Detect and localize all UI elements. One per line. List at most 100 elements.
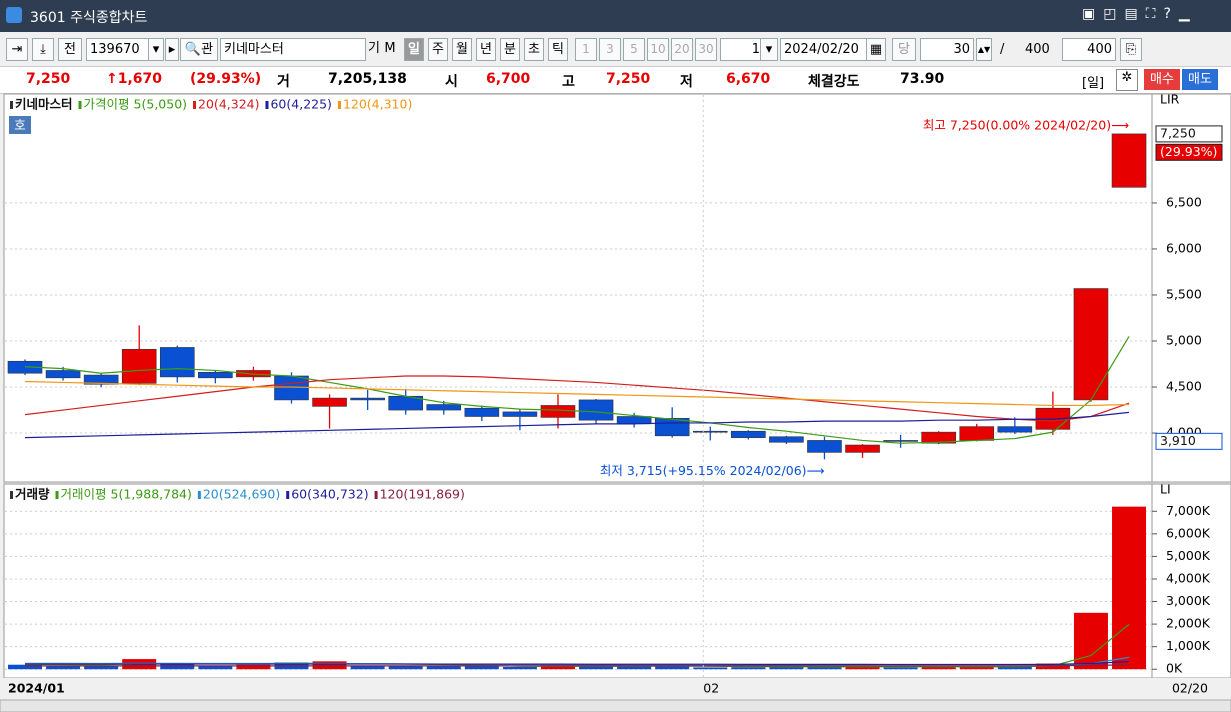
code-input[interactable]: 139670	[86, 38, 150, 61]
candle-body	[312, 397, 347, 407]
tool-button[interactable]: ⎘	[1120, 38, 1142, 61]
volume-bar	[693, 667, 728, 670]
price-label-box	[1155, 432, 1223, 450]
period-button[interactable]: 초	[524, 38, 544, 61]
candle-body	[502, 411, 538, 417]
period-button[interactable]: 주	[428, 38, 448, 61]
slash: /	[1000, 42, 1005, 57]
search-button[interactable]: 🔍관	[180, 38, 218, 61]
strength: 73.90	[900, 71, 945, 87]
preset-button[interactable]: 5	[623, 38, 645, 61]
buy-button[interactable]: 매수	[1144, 69, 1180, 90]
legend-entry: 5(5,050)	[134, 97, 188, 112]
dropdown[interactable]: ▾	[148, 38, 164, 61]
x-tick-label: 02/20	[1172, 681, 1208, 696]
candle-body	[83, 374, 119, 385]
dropdown[interactable]: ▾	[760, 38, 778, 61]
legend-swatch	[197, 491, 201, 499]
date-input[interactable]: 2024/02/20	[780, 38, 868, 61]
tool-button[interactable]: ⇥	[6, 38, 28, 61]
period-button[interactable]: 분	[500, 38, 520, 61]
period-button[interactable]: 일	[404, 38, 424, 61]
price-panel	[3, 93, 1153, 483]
y-tick-label: 3,000K	[1166, 593, 1211, 608]
period-button[interactable]: 월	[452, 38, 472, 61]
x-tick-label: 02	[703, 681, 719, 696]
period: [일]	[1082, 76, 1105, 91]
volume-panel	[3, 483, 1153, 679]
preset-button[interactable]: 20	[671, 38, 693, 61]
candle-body	[464, 407, 500, 417]
prev-button[interactable]: 전	[58, 38, 82, 61]
y-tick-label: 6,000	[1166, 240, 1202, 255]
total-input[interactable]: 400	[1062, 38, 1116, 61]
volume-bar	[731, 667, 766, 670]
tool-button[interactable]: ⤓	[32, 38, 54, 61]
name-input[interactable]: 키네마스터	[220, 38, 366, 61]
candle-body	[921, 431, 956, 444]
preset-button[interactable]: 3	[599, 38, 621, 61]
volume-bar	[579, 665, 614, 670]
y-tick-label: 4,000K	[1166, 570, 1211, 585]
preset-button[interactable]: 30	[695, 38, 717, 61]
next[interactable]: ▸	[165, 38, 179, 61]
panel-icons: LI	[1160, 482, 1171, 497]
sell-button[interactable]: 매도	[1182, 69, 1218, 90]
y-tick-label: 2,000K	[1166, 616, 1211, 631]
legend-swatch	[78, 101, 82, 109]
legend-entry: 120(4,310)	[343, 97, 412, 112]
spinner[interactable]: ▲▼	[976, 38, 992, 61]
volume-axis-panel	[1151, 483, 1231, 679]
price-label: (29.93%)	[1160, 144, 1217, 159]
legend-entry: 60(4,225)	[270, 97, 331, 112]
candle-body	[426, 404, 462, 411]
y-tick-label: 0K	[1166, 661, 1183, 676]
ma-line	[24, 380, 1130, 407]
view-input[interactable]: 30	[920, 38, 974, 61]
candle-body	[540, 405, 576, 418]
preset-button[interactable]: 10	[647, 38, 669, 61]
settings[interactable]: ✲	[1116, 69, 1138, 91]
window-controls[interactable]: ▣◰▤⛶?▁	[1082, 6, 1198, 22]
legend-entry: 60(340,732)	[291, 487, 368, 502]
volume-bar	[236, 664, 271, 670]
candle-body	[807, 440, 842, 453]
rate: (29.93%)	[190, 71, 262, 87]
open: 6,700	[486, 71, 531, 87]
calendar[interactable]: ▦	[866, 38, 886, 61]
preset-button[interactable]: 1	[575, 38, 597, 61]
scrollbar[interactable]	[0, 699, 1231, 712]
x-axis-panel	[0, 678, 1231, 700]
volume-bar	[807, 665, 842, 670]
period-button[interactable]: 년	[476, 38, 496, 61]
annotation: 최고 7,250(0.00% 2024/02/20)⟶	[923, 117, 1129, 132]
app-icon	[6, 7, 22, 23]
legend-swatch	[10, 101, 13, 109]
title-bar: 3601 주식종합차트 ▣◰▤⛶?▁	[0, 0, 1231, 32]
volume-bar	[388, 665, 423, 670]
legend-swatch	[374, 491, 378, 499]
price-label: 7,250	[1160, 125, 1196, 140]
legend-entry: 20(524,690)	[203, 487, 280, 502]
volume-bar	[997, 666, 1032, 670]
dang-button[interactable]: 당	[892, 38, 916, 61]
candle-body	[845, 444, 880, 453]
volume-bar	[502, 666, 537, 670]
candle-body	[350, 397, 385, 401]
tool-label[interactable]: M	[384, 41, 396, 56]
y-tick-label: 5,500	[1166, 286, 1202, 301]
period-button[interactable]: 틱	[548, 38, 568, 61]
candle-body	[883, 440, 918, 442]
badge	[9, 116, 31, 134]
ma-line	[25, 664, 1130, 667]
volume-bar	[540, 665, 575, 670]
volume-bar	[883, 667, 918, 670]
quote-bar: 7,250 ↑1,670 (29.93%) 거 7,205,138 시 6,70…	[0, 66, 1231, 94]
candle-body	[1073, 288, 1109, 401]
window-title: 3601 주식종합차트	[30, 10, 148, 26]
tool-label[interactable]: 기	[368, 41, 380, 56]
y-tick-label: 5,000	[1166, 333, 1202, 348]
candle-body	[159, 347, 195, 378]
legend-swatch	[193, 101, 197, 109]
